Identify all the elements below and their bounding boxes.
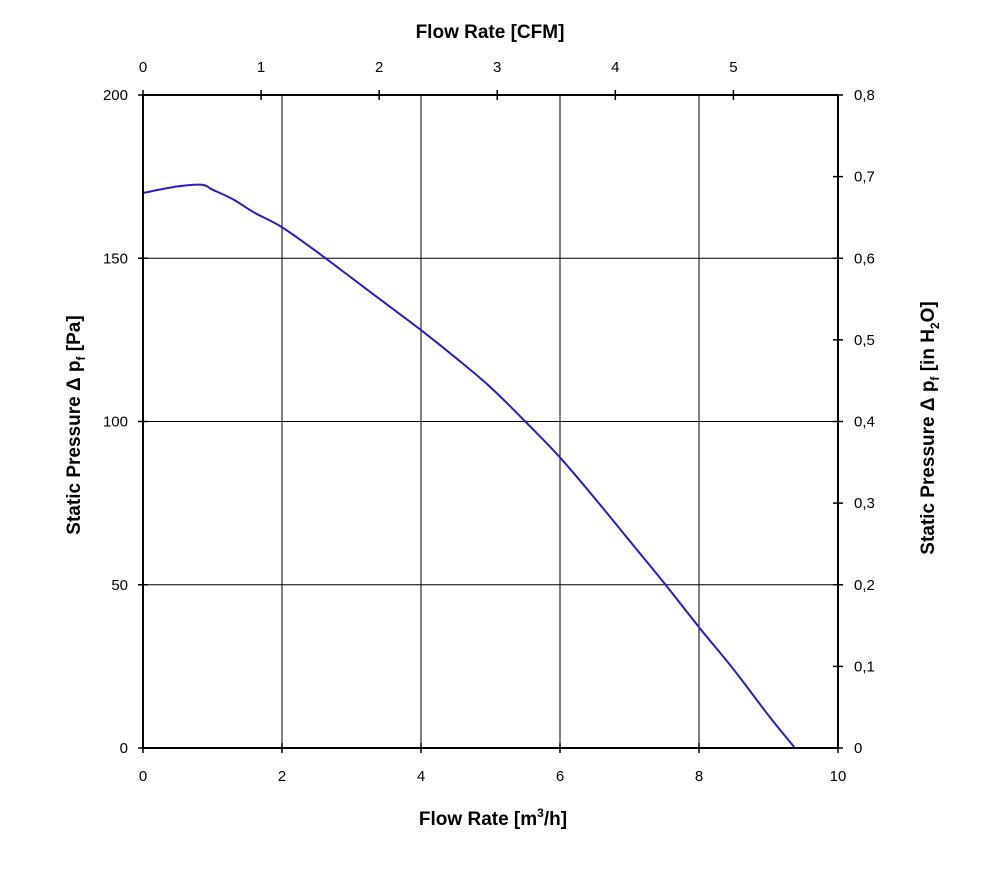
bottom-tick-label-4: 8 <box>695 768 703 785</box>
left-axis-title-tail: [Pa] <box>64 315 85 356</box>
grid <box>143 95 838 748</box>
right-tick-label-7: 0,7 <box>854 169 875 186</box>
left-tick-label-4: 200 <box>103 87 128 104</box>
right-axis-title-mid: [in H <box>918 329 939 377</box>
curve-layer <box>142 183 796 749</box>
left-tick-label-2: 100 <box>103 414 128 431</box>
right-tick-label-2: 0,2 <box>854 577 875 594</box>
tick-layer: 0 2 4 6 8 100 1 2 3 4 505010015020000,10,20,30,40,… <box>103 59 875 785</box>
bottom-axis-title: Flow Rate [m3/h] <box>419 806 567 830</box>
top-tick-label-5: 5 <box>729 59 737 76</box>
right-axis-title: Static Pressure Δ pf [in H2O] <box>918 301 942 554</box>
left-axis-title-sub: f <box>74 356 88 361</box>
right-tick-label-6: 0,6 <box>854 250 875 267</box>
right-tick-label-8: 0,8 <box>854 87 875 104</box>
bottom-axis-title-main: Flow Rate [m <box>419 809 537 830</box>
bottom-tick-label-3: 6 <box>556 768 564 785</box>
left-tick-label-1: 50 <box>111 577 128 594</box>
right-axis-title-sub-f: f <box>928 376 942 381</box>
right-tick-label-5: 0,5 <box>854 332 875 349</box>
right-tick-label-3: 0,3 <box>854 495 875 512</box>
left-axis-title-main: Static Pressure Δ p <box>64 361 85 535</box>
top-tick-label-0: 0 <box>139 59 147 76</box>
right-tick-label-1: 0,1 <box>854 658 875 675</box>
right-tick-label-4: 0,4 <box>854 414 875 431</box>
right-axis-title-sub-2: 2 <box>928 322 942 329</box>
top-tick-label-3: 3 <box>493 59 501 76</box>
bottom-axis-title-tail: /h] <box>544 809 567 830</box>
right-tick-label-0: 0 <box>854 740 862 757</box>
bottom-tick-label-5: 10 <box>830 768 847 785</box>
right-axis-title-main: Static Pressure Δ p <box>918 381 939 555</box>
bottom-tick-label-1: 2 <box>278 768 286 785</box>
bottom-axis-title-sup: 3 <box>537 806 544 820</box>
top-axis-title: Flow Rate [CFM] <box>416 22 565 43</box>
bottom-tick-label-0: 0 <box>139 768 147 785</box>
top-tick-label-1: 1 <box>257 59 265 76</box>
top-tick-label-2: 2 <box>375 59 383 76</box>
top-tick-label-4: 4 <box>611 59 619 76</box>
left-tick-label-3: 150 <box>103 250 128 267</box>
right-axis-title-tail: O] <box>918 301 939 322</box>
bottom-tick-label-2: 4 <box>417 768 425 785</box>
series-line-0 <box>142 183 796 749</box>
left-tick-label-0: 0 <box>120 740 128 757</box>
left-axis-title: Static Pressure Δ pf [Pa] <box>64 315 88 534</box>
